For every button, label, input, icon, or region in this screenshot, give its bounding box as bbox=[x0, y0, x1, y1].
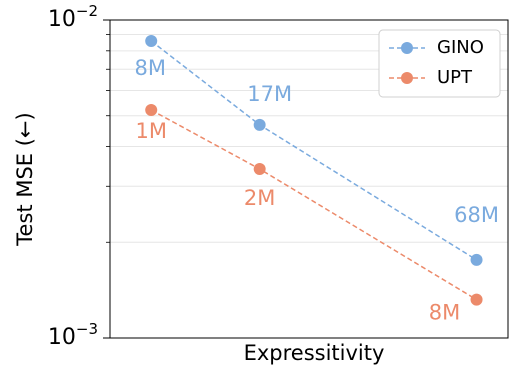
x-axis-label: Expressitivity bbox=[244, 341, 385, 365]
y-tick-base: 10 bbox=[48, 325, 76, 350]
legend-marker bbox=[401, 72, 413, 84]
y-tick-label: 10−2 bbox=[48, 2, 98, 33]
y-tick-exponent: −3 bbox=[76, 320, 98, 338]
point bbox=[470, 253, 483, 266]
point-label: 17M bbox=[247, 82, 292, 106]
plot-frame bbox=[109, 19, 509, 339]
point-label: 68M bbox=[454, 203, 499, 227]
point bbox=[253, 118, 266, 131]
point-label: 8M bbox=[429, 301, 460, 325]
y-tick-base: 10 bbox=[48, 7, 76, 32]
y-axis-label: Test MSE (←) bbox=[13, 112, 37, 246]
legend-label: GINO bbox=[437, 37, 484, 58]
point-label: 8M bbox=[134, 56, 165, 80]
point-label: 2M bbox=[244, 186, 275, 210]
legend-label: UPT bbox=[437, 67, 473, 88]
point-label: 1M bbox=[135, 119, 166, 143]
point bbox=[253, 162, 266, 175]
y-tick-exponent: −2 bbox=[76, 2, 98, 20]
legend-marker bbox=[401, 42, 413, 54]
line bbox=[150, 109, 477, 301]
y-tick-label: 10−3 bbox=[48, 320, 98, 351]
point bbox=[145, 104, 158, 117]
point bbox=[145, 34, 158, 47]
point bbox=[470, 293, 483, 306]
